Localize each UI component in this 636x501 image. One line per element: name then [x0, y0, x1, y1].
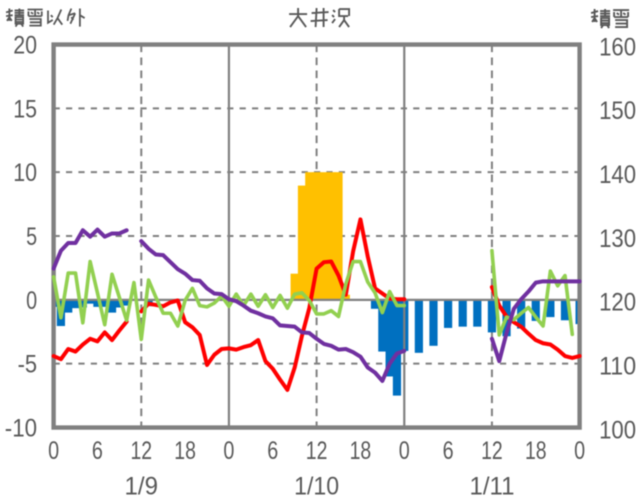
svg-text:0: 0 [223, 437, 234, 465]
svg-text:-5: -5 [18, 351, 37, 379]
svg-text:110: 110 [599, 352, 636, 380]
svg-text:0: 0 [48, 437, 59, 465]
svg-text:0: 0 [574, 437, 585, 465]
svg-text:-10: -10 [5, 415, 37, 443]
svg-text:160: 160 [599, 33, 636, 61]
svg-text:6: 6 [92, 437, 103, 465]
svg-text:1/10: 1/10 [294, 473, 339, 501]
svg-text:1/11: 1/11 [469, 473, 514, 501]
svg-text:0: 0 [26, 287, 37, 315]
svg-text:10: 10 [13, 159, 37, 187]
svg-text:1/9: 1/9 [125, 473, 159, 501]
svg-text:100: 100 [599, 416, 636, 444]
svg-text:18: 18 [350, 437, 372, 465]
svg-text:5: 5 [26, 223, 37, 251]
svg-text:0: 0 [399, 437, 410, 465]
svg-text:120: 120 [599, 289, 636, 317]
svg-text:15: 15 [13, 95, 37, 123]
svg-text:20: 20 [13, 32, 37, 60]
svg-text:18: 18 [525, 437, 547, 465]
svg-text:150: 150 [599, 97, 636, 125]
svg-text:12: 12 [130, 437, 152, 465]
svg-text:130: 130 [599, 225, 636, 253]
svg-text:140: 140 [599, 161, 636, 189]
svg-text:6: 6 [443, 437, 454, 465]
svg-text:6: 6 [267, 437, 278, 465]
svg-text:12: 12 [306, 437, 328, 465]
svg-text:12: 12 [481, 437, 503, 465]
svg-text:18: 18 [174, 437, 196, 465]
